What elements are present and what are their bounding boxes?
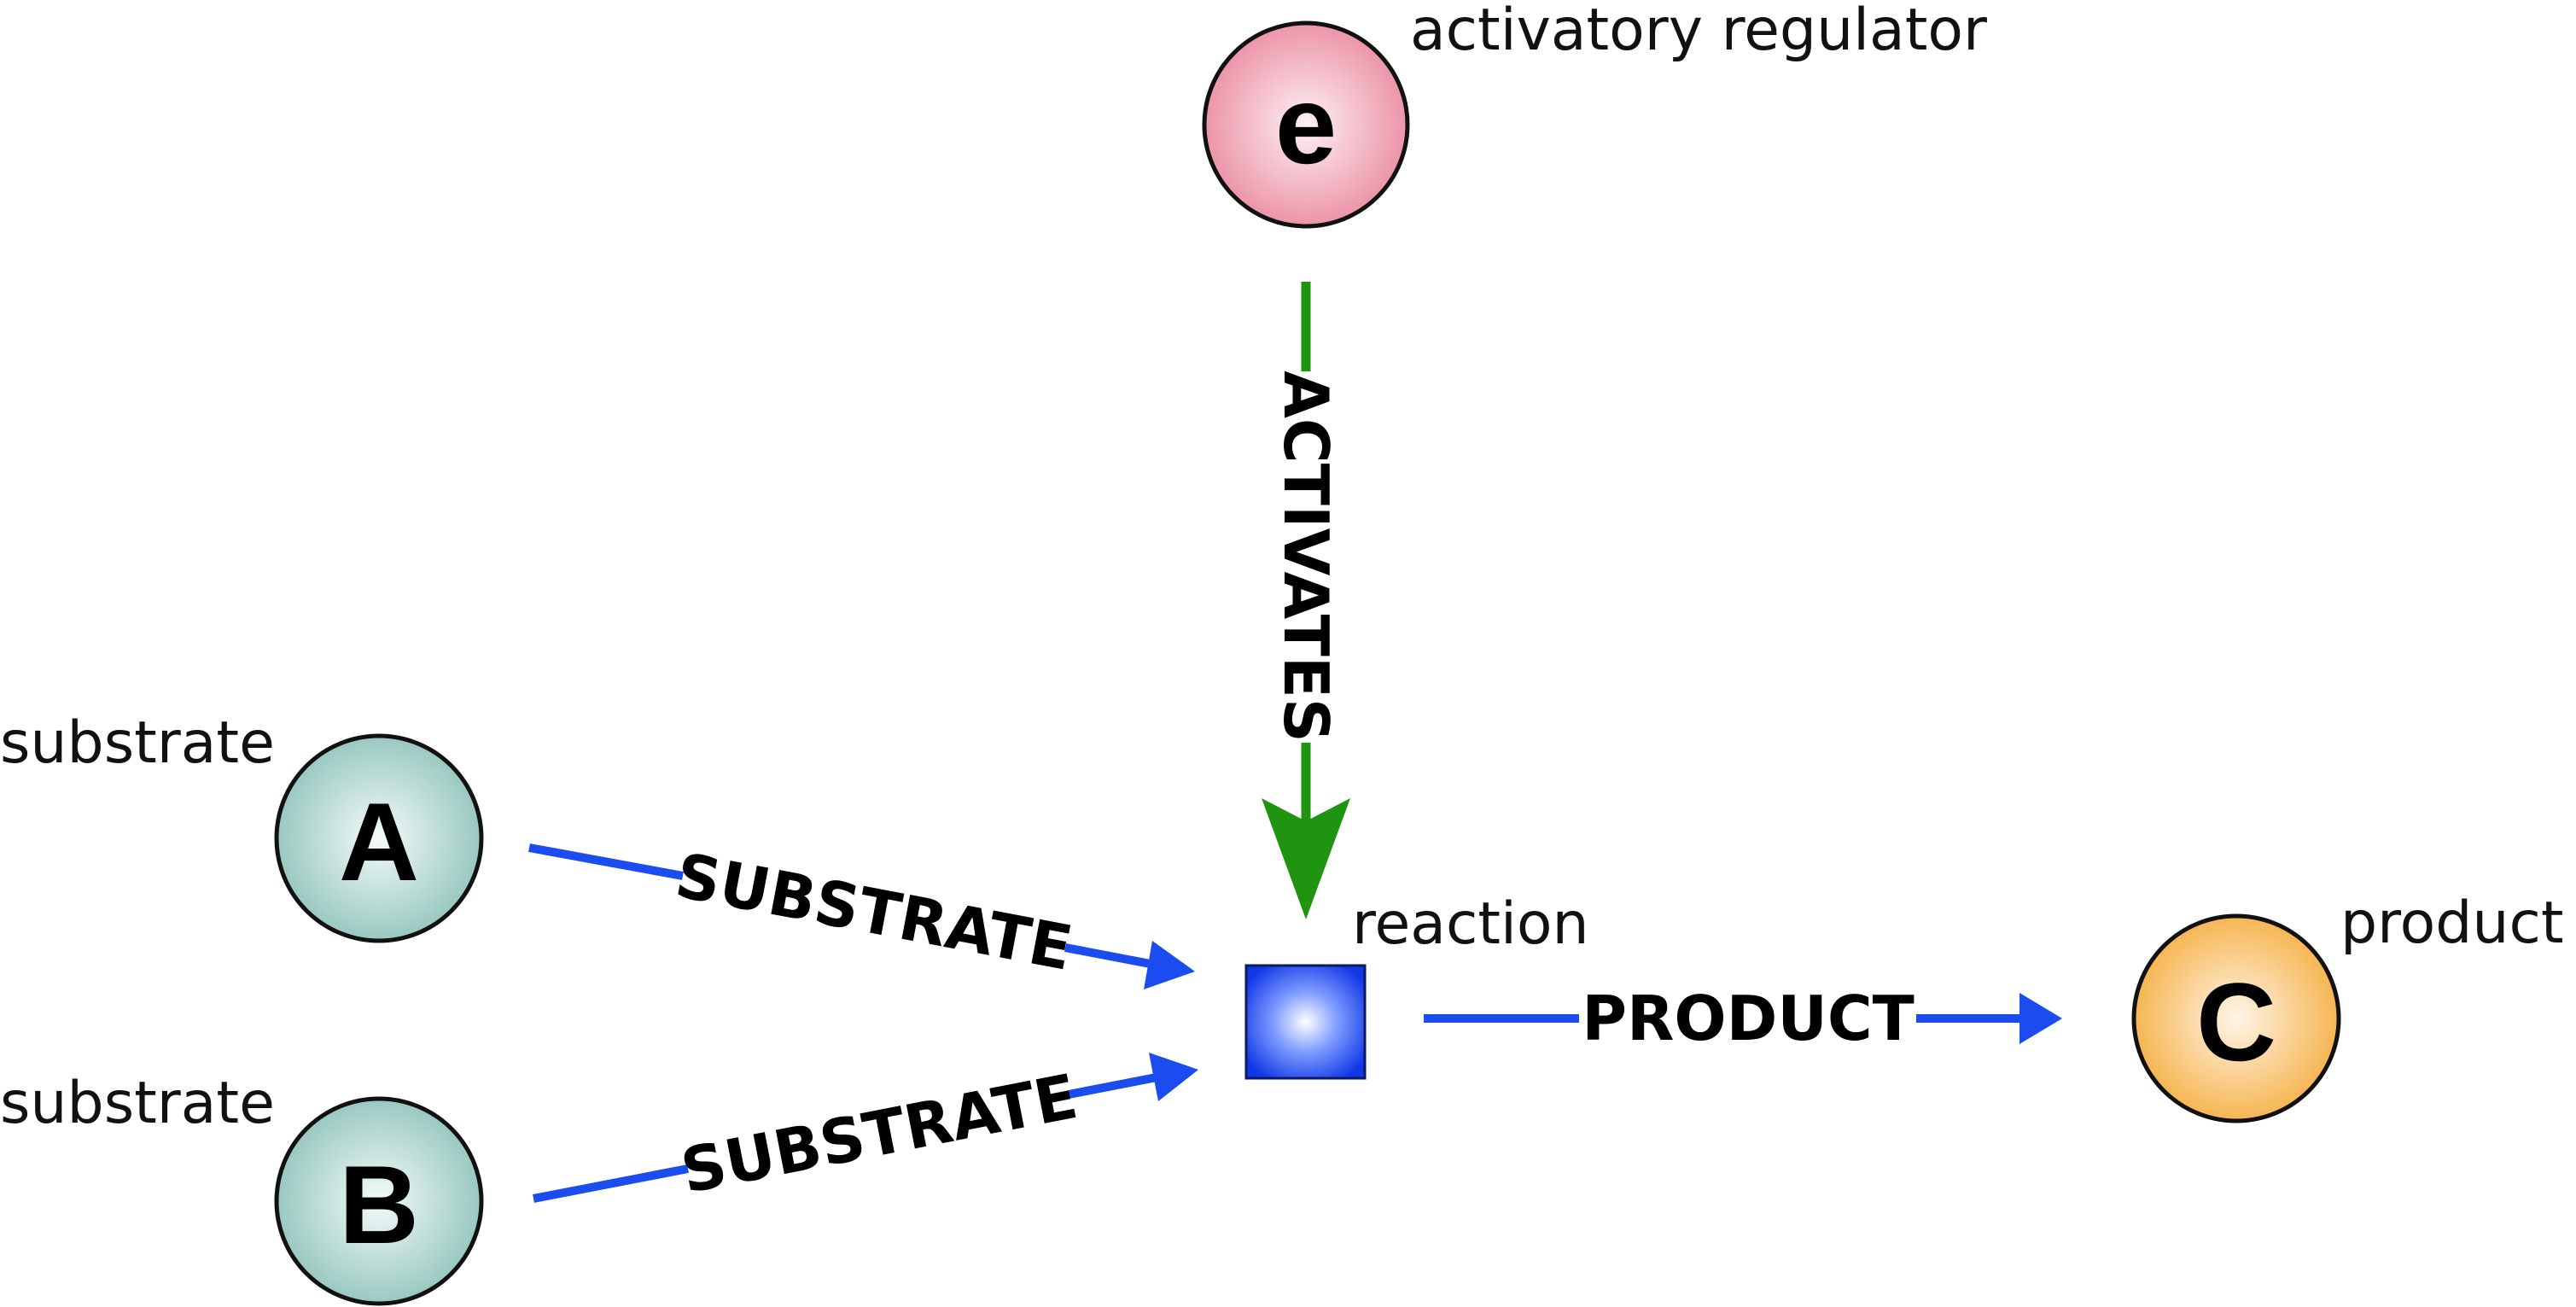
edge-label-substrate-b: SUBSTRATE bbox=[675, 1060, 1082, 1207]
node-e-caption: activatory regulator bbox=[1410, 0, 1987, 64]
edge-substrate-b[interactable]: SUBSTRATE bbox=[533, 1053, 1198, 1207]
node-e[interactable]: e activatory regulator bbox=[1202, 0, 1987, 229]
node-c[interactable]: C product bbox=[2131, 890, 2564, 1123]
activation-arrowhead-icon bbox=[1262, 798, 1350, 919]
node-e-letter: e bbox=[1275, 62, 1337, 187]
node-reaction[interactable]: reaction bbox=[1244, 890, 1589, 1080]
edge-substrate-a[interactable]: SUBSTRATE bbox=[528, 839, 1195, 989]
node-b-letter: B bbox=[339, 1142, 419, 1267]
reaction-square bbox=[1244, 964, 1367, 1080]
node-b[interactable]: B substrate bbox=[0, 1070, 484, 1306]
node-c-letter: C bbox=[2196, 960, 2276, 1084]
node-b-circle bbox=[274, 1096, 484, 1306]
edge-substrate-b-line-right bbox=[1068, 1072, 1162, 1099]
edge-label-activates: ACTIVATES bbox=[1270, 371, 1342, 743]
edge-label-product: PRODUCT bbox=[1582, 983, 1915, 1054]
node-a-letter: A bbox=[339, 779, 419, 904]
node-b-caption: substrate bbox=[0, 1070, 275, 1137]
node-c-caption: product bbox=[2340, 890, 2564, 957]
node-e-circle bbox=[1202, 20, 1410, 229]
edge-label-substrate-a: SUBSTRATE bbox=[670, 839, 1077, 984]
node-c-circle bbox=[2131, 913, 2341, 1123]
node-a-caption: substrate bbox=[0, 709, 275, 777]
node-a-circle bbox=[274, 733, 484, 943]
node-a[interactable]: A substrate bbox=[0, 709, 484, 943]
edge-substrate-a-line-left bbox=[528, 843, 684, 880]
edge-product[interactable]: PRODUCT bbox=[1424, 983, 2062, 1054]
edge-substrate-a-line-right bbox=[1064, 943, 1160, 970]
substrate-a-arrowhead-icon bbox=[1144, 941, 1195, 989]
substrate-b-arrowhead-icon bbox=[1149, 1053, 1198, 1101]
product-arrowhead-icon bbox=[2019, 993, 2062, 1044]
node-reaction-caption: reaction bbox=[1352, 890, 1589, 958]
edge-activates[interactable]: ACTIVATES bbox=[1262, 282, 1350, 919]
edge-substrate-b-line-left bbox=[533, 1164, 689, 1203]
